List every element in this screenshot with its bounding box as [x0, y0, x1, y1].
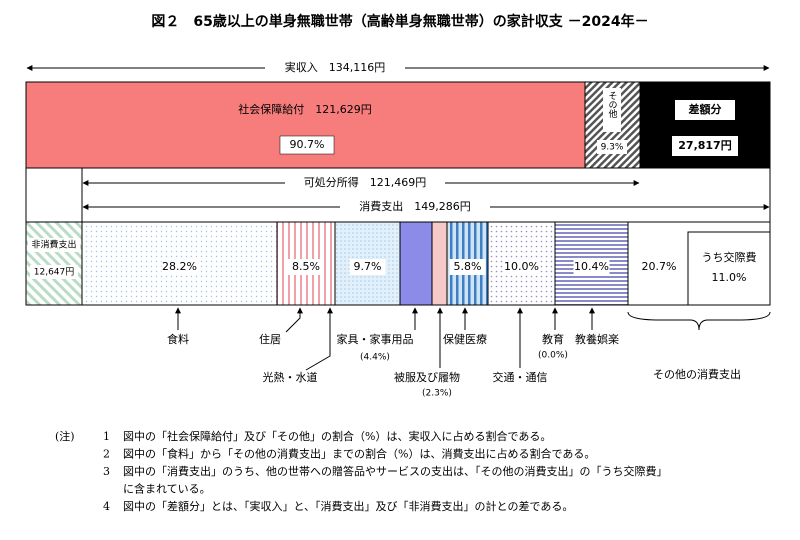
item-label: その他の消費支出 [653, 367, 741, 381]
share-bg [573, 259, 610, 275]
share-label: 9.7% [354, 260, 382, 273]
share-bg [288, 259, 324, 275]
share-label: (0.0%) [538, 351, 568, 361]
label: 差額分 [689, 102, 722, 116]
shape [28, 238, 80, 252]
shape [340, 199, 490, 215]
pointer [305, 307, 333, 371]
note-text: 図中の「食料」から「その他の消費支出」までの割合（%）は、消費支出に占める割合で… [123, 447, 595, 461]
label: 非消費支出 [31, 239, 76, 251]
label: 27,817円 [678, 139, 731, 152]
share-bg [449, 259, 486, 275]
item-label: 被服及び履物 [394, 370, 460, 384]
label: 図２ 65歳以上の単身無職世帯（高齢単身無職世帯）の家計収支 －2024年－ [151, 13, 648, 30]
label: 実収入 134,116円 [285, 60, 386, 74]
share-label: 5.8% [454, 260, 482, 273]
share-bg [641, 259, 677, 275]
note-text: 図中の「消費支出」のうち、他の世帯への贈答品やサービスの支出は、「その他の消費支… [123, 464, 668, 478]
shape [265, 60, 405, 76]
item-label: 教養娯楽 [575, 332, 619, 346]
expense-segment [399, 221, 433, 306]
share-bg [503, 259, 540, 275]
label: (注) [55, 429, 75, 443]
pointer [285, 307, 303, 333]
item-label: 保健医療 [443, 332, 487, 346]
share-label: (2.3%) [422, 389, 452, 399]
label: 消費支出 149,286円 [359, 199, 471, 213]
shape [25, 221, 83, 306]
note-number: 1 [103, 430, 110, 443]
expense-items: 28.2% 食料 8.5% 住居 9.7% 光熱・水道 (4.4%) 家具・家事用品 (2.3%… [81, 221, 771, 399]
shape [25, 81, 586, 169]
shape [627, 311, 771, 331]
note-number: 3 [103, 465, 110, 478]
note-number: 2 [103, 448, 110, 461]
item-label: 家具・家事用品 [337, 332, 414, 346]
item-label: 光熱・水道 [263, 370, 318, 384]
shape [603, 88, 621, 132]
shape [279, 135, 335, 155]
shape [687, 231, 771, 306]
share-bg [161, 259, 198, 275]
share-label: 20.7% [642, 260, 677, 273]
label: うち交際費 [702, 250, 757, 264]
share-label: 28.2% [162, 260, 197, 273]
label: 90.7% [290, 138, 325, 151]
label: その他 [607, 91, 618, 119]
shape [30, 265, 78, 279]
item-label: 教育 [542, 332, 564, 346]
share-label: 10.0% [504, 260, 539, 273]
item-label: 交通・通信 [493, 370, 548, 384]
note-text: 図中の「社会保障給付」及び「その他」の割合（%）は、実収入に占める割合である。 [123, 429, 551, 443]
label: 可処分所得 121,469円 [304, 176, 427, 189]
expense-segment [431, 221, 448, 306]
note-text: に含まれている。 [123, 482, 211, 496]
shape [285, 175, 445, 191]
shape [597, 140, 627, 154]
shape [675, 100, 735, 120]
item-label: 住居 [259, 332, 281, 346]
note-number: 4 [103, 500, 110, 513]
label: 12,647円 [34, 267, 75, 278]
item-label: 食料 [167, 332, 189, 346]
share-label: 8.5% [292, 260, 320, 273]
shape [672, 136, 738, 156]
share-bg [349, 259, 386, 275]
share-label: 10.4% [574, 260, 609, 273]
label: 11.0% [712, 271, 747, 284]
label: 9.3% [601, 143, 624, 153]
label: 社会保障給付 121,629円 [238, 102, 372, 116]
note-text: 図中の「差額分」とは、「実収入」と、「消費支出」及び「非消費支出」の計との差であ… [123, 499, 573, 513]
share-label: (4.4%) [360, 353, 390, 363]
notes: 1 図中の「社会保障給付」及び「その他」の割合（%）は、実収入に占める割合である。… [103, 429, 668, 513]
